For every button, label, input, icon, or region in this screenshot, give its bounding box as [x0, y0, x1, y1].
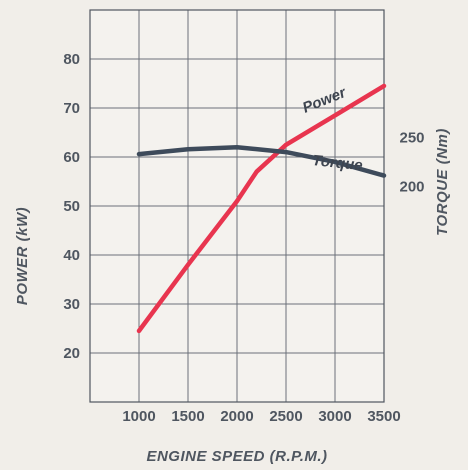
left-tick-label: 60: [63, 149, 80, 166]
series-label-torque: Torque: [312, 152, 364, 174]
x-tick-label: 2000: [220, 408, 253, 425]
x-tick-label: 3000: [318, 408, 351, 425]
left-tick-labels: 20 30 40 50 60 70 80: [63, 51, 80, 362]
series-line-power: [136, 83, 387, 334]
left-tick-label: 70: [63, 100, 80, 117]
left-tick-label: 40: [63, 247, 80, 264]
x-axis-title: ENGINE SPEED (R.P.M.): [146, 448, 327, 465]
right-tick-labels: 200 250: [399, 129, 424, 195]
x-tick-label: 2500: [269, 408, 302, 425]
series-line-torque: [136, 144, 387, 178]
plot-frame: [89, 9, 385, 403]
right-tick-label: 200: [399, 178, 424, 195]
left-tick-label: 80: [63, 51, 80, 68]
x-tick-label: 3500: [367, 408, 400, 425]
grid: [90, 10, 384, 402]
x-tick-label: 1000: [122, 408, 155, 425]
right-axis-title: TORQUE (Nm): [434, 128, 451, 236]
right-tick-label: 250: [399, 129, 424, 146]
left-tick-label: 50: [63, 198, 80, 215]
left-tick-label: 20: [63, 345, 80, 362]
left-axis-title: POWER (kW): [14, 207, 31, 305]
x-tick-label: 1500: [171, 408, 204, 425]
x-tick-labels: 1000 1500 2000 2500 3000 3500: [122, 408, 400, 425]
left-tick-label: 30: [63, 296, 80, 313]
series-lines: [136, 83, 387, 334]
